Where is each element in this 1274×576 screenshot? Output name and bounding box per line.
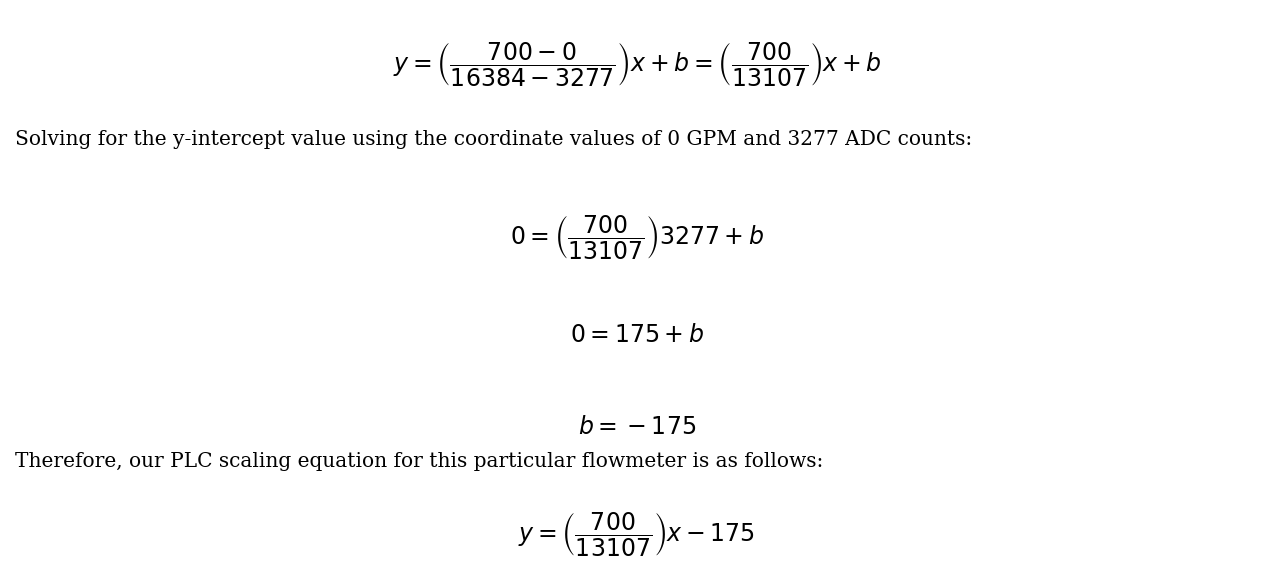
Text: $b = -175$: $b = -175$: [578, 415, 696, 439]
Text: Solving for the y-intercept value using the coordinate values of 0 GPM and 3277 : Solving for the y-intercept value using …: [15, 130, 972, 149]
Text: $y = \left( \dfrac{700}{13107} \right) x - 175$: $y = \left( \dfrac{700}{13107} \right) x…: [519, 510, 755, 558]
Text: $0 = 175 + b$: $0 = 175 + b$: [569, 323, 705, 347]
Text: $y = \left( \dfrac{700 - 0}{16384 - 3277} \right) x + b = \left( \dfrac{700}{131: $y = \left( \dfrac{700 - 0}{16384 - 3277…: [392, 40, 882, 88]
Text: Therefore, our PLC scaling equation for this particular flowmeter is as follows:: Therefore, our PLC scaling equation for …: [15, 452, 824, 471]
Text: $0 = \left( \dfrac{700}{13107} \right) 3277 + b$: $0 = \left( \dfrac{700}{13107} \right) 3…: [510, 213, 764, 261]
